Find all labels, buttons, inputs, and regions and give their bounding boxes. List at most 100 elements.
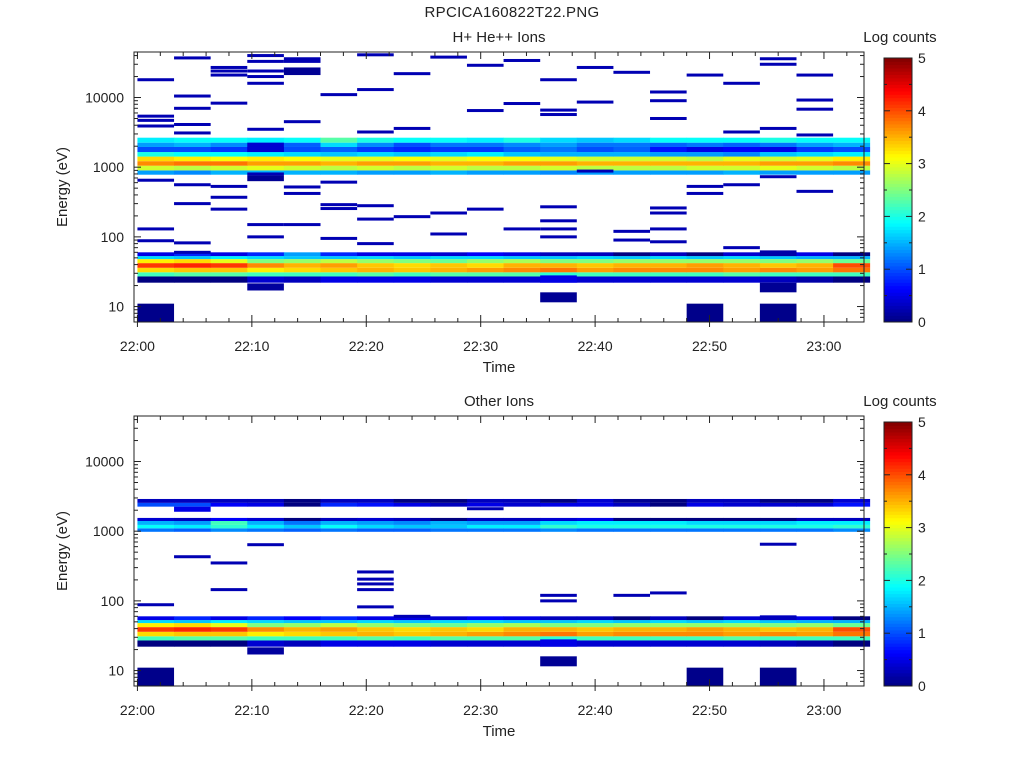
spectrogram-cell (503, 528, 541, 532)
spectrogram-cell (357, 137, 395, 143)
spectrogram-cell (247, 543, 284, 547)
spectrogram-cell (503, 502, 541, 507)
spectrogram-cell (430, 55, 467, 59)
spectrogram-cell (210, 631, 248, 637)
spectrogram-cell (650, 240, 687, 244)
colorbar-segment (884, 573, 912, 578)
spectrogram-cell (210, 256, 248, 260)
spectrogram-cell (137, 603, 175, 607)
spectrogram-cell (723, 256, 761, 260)
spectrogram-cell (833, 623, 871, 628)
spectrogram-cell (174, 502, 212, 507)
colorbar-segment (884, 616, 912, 621)
x-tick-label: 22:20 (349, 702, 384, 718)
spectrogram-cell (210, 65, 248, 69)
spectrogram-cell (247, 640, 285, 647)
spectrogram-cell (210, 137, 248, 143)
spectrogram-cell (686, 631, 724, 637)
spectrogram-cell (650, 627, 688, 632)
spectrogram-cell (759, 267, 797, 273)
spectrogram-cell (174, 636, 212, 641)
spectrogram-cell (833, 170, 871, 175)
colorbar-segment (884, 275, 912, 280)
spectrogram-cell (137, 142, 175, 147)
spectrogram-cell (430, 142, 468, 147)
spectrogram-cell (759, 142, 797, 147)
spectrogram-cell (283, 259, 321, 264)
spectrogram-cell (796, 161, 834, 166)
spectrogram-cell (540, 205, 577, 209)
spectrogram-cell (393, 152, 431, 157)
spectrogram-cell (686, 640, 724, 647)
spectrogram-cell (393, 521, 431, 525)
spectrogram-cell (540, 639, 577, 647)
colorbar-segment (884, 425, 912, 430)
spectrogram-cell (796, 616, 834, 621)
colorbar-segment (884, 481, 912, 486)
spectrogram-cell (174, 161, 212, 166)
spectrogram-cell (174, 152, 212, 157)
colorbar-segment (884, 107, 912, 112)
colorbar-segment (884, 659, 912, 664)
x-tick-label: 22:00 (120, 702, 155, 718)
x-tick-label: 22:40 (578, 338, 613, 354)
spectrogram-cell (576, 640, 614, 647)
colorbar-segment (884, 94, 912, 99)
spectrogram-cell (759, 175, 797, 179)
spectrogram-cell (650, 636, 688, 641)
spectrogram-cell (576, 521, 614, 525)
spectrogram-cell (137, 263, 175, 268)
spectrogram-cell (137, 623, 175, 628)
spectrogram-cell (650, 206, 687, 210)
colorbar-title: Log counts (863, 29, 937, 46)
spectrogram-cell (320, 616, 358, 621)
spectrogram-cell (540, 146, 578, 153)
colorbar-segment (884, 653, 912, 657)
spectrogram-cell (283, 59, 321, 63)
colorbar-segment (884, 124, 912, 128)
colorbar-segment (884, 81, 912, 85)
colorbar-segment (884, 524, 912, 529)
spectrogram-cell (247, 172, 284, 176)
spectrogram-cell (650, 620, 688, 624)
colorbar-segment (884, 315, 912, 320)
spectrogram-cell (759, 620, 797, 624)
spectrogram-cell (576, 631, 614, 637)
spectrogram-cell (723, 276, 761, 283)
spectrogram-cell (283, 521, 321, 525)
spectrogram-cell (430, 256, 468, 260)
spectrogram-cell (759, 542, 797, 546)
spectrogram-cell (540, 521, 578, 525)
spectrogram-cell (357, 528, 395, 532)
spectrogram-cell (759, 498, 797, 503)
spectrogram-cell (759, 636, 797, 641)
spectrogram-cell (430, 521, 468, 525)
spectrogram-cell (174, 631, 212, 637)
spectrogram-cell (576, 100, 614, 104)
colorbar-segment (884, 219, 912, 224)
colorbar-segment (884, 133, 912, 138)
spectrogram-cell (320, 259, 358, 264)
spectrogram-cell (503, 142, 541, 147)
spectrogram-cell (686, 623, 724, 628)
spectrogram-cell (137, 276, 175, 283)
x-axis-label: Time (483, 723, 516, 740)
spectrogram-cell (796, 137, 834, 143)
spectrogram-cell (650, 591, 687, 595)
spectrogram-cell (393, 620, 431, 624)
spectrogram-cell (210, 156, 248, 162)
spectrogram-cell (466, 517, 504, 522)
spectrogram-cell (796, 259, 834, 264)
colorbar-segment (884, 600, 912, 604)
spectrogram-cell (503, 498, 541, 503)
colorbar-tick-label: 4 (918, 103, 926, 119)
spectrogram-cell (247, 165, 285, 171)
spectrogram-cell (650, 211, 687, 215)
spectrogram-cell (466, 109, 504, 113)
spectrogram-cell (320, 93, 358, 97)
colorbar (884, 58, 912, 323)
spectrogram-cell (210, 161, 248, 166)
spectrogram-cell (174, 555, 211, 559)
spectrogram-cell (174, 259, 212, 264)
spectrogram-cell (576, 263, 614, 268)
